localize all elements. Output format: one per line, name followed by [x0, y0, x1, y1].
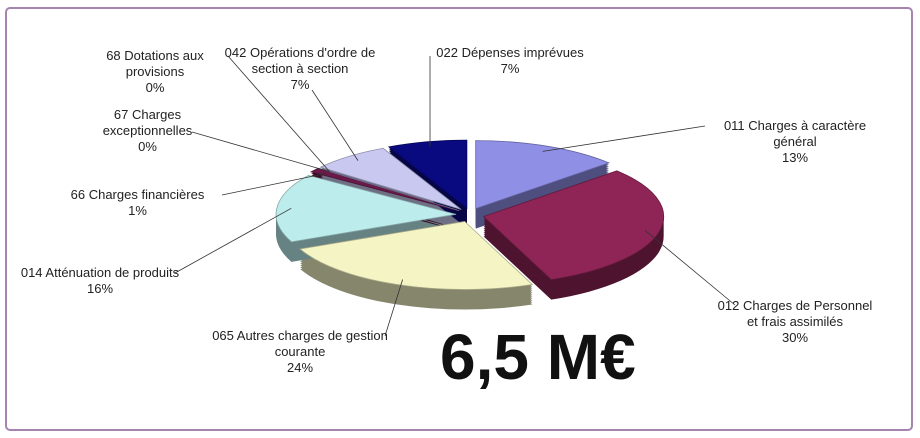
slice-label: 011 Charges à caractère général 13%	[705, 118, 885, 166]
leader-line	[191, 131, 330, 173]
value-label: 1%	[128, 203, 147, 218]
category-label: 68 Dotations aux provisions	[106, 48, 204, 79]
slice-label: 66 Charges financières 1%	[50, 187, 225, 219]
leader-line	[174, 207, 292, 274]
value-label: 16%	[86, 281, 114, 296]
category-label: 065 Autres charges de gestion courante	[212, 328, 388, 359]
leader-line	[221, 173, 327, 196]
category-label: 022 Dépenses imprévues	[436, 45, 584, 60]
slice-label: 042 Opérations d'ordre de section à sect…	[205, 45, 395, 93]
annotation: 6,5 M€	[440, 321, 636, 393]
slice-label: 67 Charges exceptionnelles 0%	[75, 107, 220, 155]
slice-label: 014 Atténuation de produits 16%	[20, 265, 180, 297]
slice	[299, 221, 534, 290]
leader-line	[384, 279, 403, 337]
category-label: 67 Charges exceptionnelles	[102, 107, 193, 138]
value-label: 30%	[781, 330, 809, 345]
category-label: 011 Charges à caractère général	[723, 118, 867, 149]
slice	[482, 170, 665, 281]
leader-line	[542, 125, 706, 152]
category-label: 66 Charges financières	[70, 187, 205, 202]
slice	[475, 140, 611, 210]
slice-label: 012 Charges de Personnel et frais assimi…	[715, 298, 875, 346]
value-label: 7%	[500, 61, 520, 76]
category-label: 042 Opérations d'ordre de section à sect…	[224, 45, 376, 76]
slice-label: 065 Autres charges de gestion courante 24…	[210, 328, 390, 376]
leader-line	[227, 55, 330, 172]
leader-line	[311, 89, 359, 161]
slice-label: 68 Dotations aux provisions 0%	[80, 48, 230, 96]
slice	[319, 147, 462, 210]
category-label: 014 Atténuation de produits	[20, 265, 180, 280]
category-label: 012 Charges de Personnel et frais assimi…	[717, 298, 873, 329]
value-label: 13%	[781, 150, 809, 165]
value-label: 0%	[145, 80, 165, 95]
value-label: 0%	[138, 139, 157, 154]
leader-line	[644, 230, 736, 306]
slice	[275, 174, 457, 243]
value-label: 7%	[290, 77, 310, 92]
value-label: 24%	[286, 360, 314, 375]
slice-label: 022 Dépenses imprévues 7%	[410, 45, 610, 77]
slice	[387, 139, 468, 209]
